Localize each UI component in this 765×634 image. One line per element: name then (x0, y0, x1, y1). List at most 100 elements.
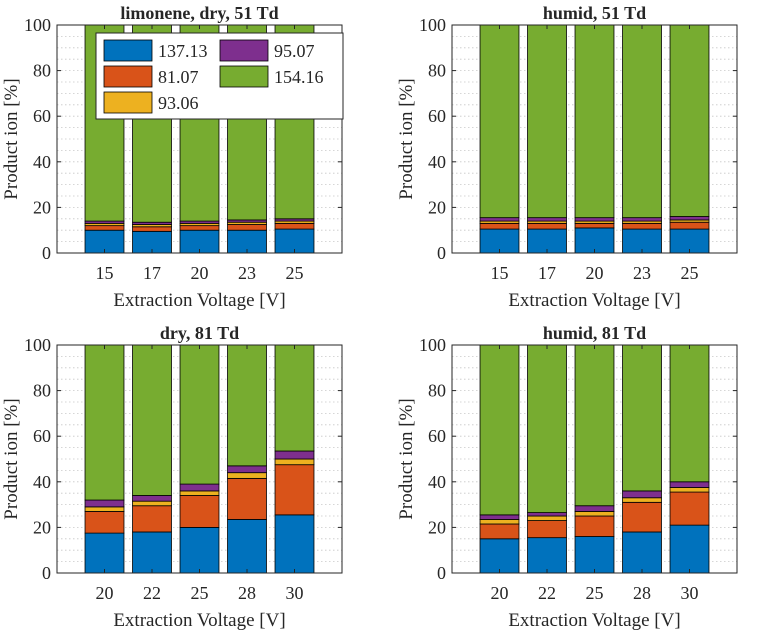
bars (84, 344, 315, 574)
legend-label: 154.16 (274, 67, 324, 87)
bar-segment-137-13 (527, 537, 567, 574)
bar-segment-81-07 (527, 520, 567, 539)
bar-segment-95-07 (479, 514, 520, 520)
bar-segment-93-06 (479, 519, 520, 525)
y-axis: 0 20 40 60 80 100 (419, 335, 737, 583)
legend-label: 137.13 (158, 41, 208, 61)
bar-segment-137-13 (622, 531, 662, 574)
y-tick-label: 80 (428, 381, 446, 401)
bars (479, 344, 710, 574)
bar-segment-95-07 (132, 495, 172, 502)
legend-entry: 81.07 (103, 65, 199, 88)
y-axis-label: Product ion [%] (1, 78, 22, 199)
x-tick-label: 25 (286, 263, 304, 283)
chart-title: humid, 51 Td (543, 3, 646, 23)
y-axis-label: Product ion [%] (396, 398, 417, 519)
bar-segment-81-07 (669, 491, 710, 526)
chart-panel-3: 0 20 40 60 80 100 20 22 25 28 30 dry, 81 Td Extracti… (1, 323, 343, 631)
y-axis: 0 20 40 60 80 100 (24, 335, 342, 583)
x-axis: 15 17 20 23 25 (96, 25, 304, 283)
bar-segment-95-07 (669, 481, 710, 488)
y-tick-label: 100 (24, 335, 51, 355)
bar-segment-95-07 (527, 217, 567, 222)
bar-segment-93-06 (132, 500, 172, 507)
bar-segment-93-06 (274, 458, 315, 466)
x-axis-label: Extraction Voltage [V] (508, 610, 680, 631)
y-tick-label: 20 (428, 197, 446, 217)
bar-segment-154-16 (227, 344, 267, 467)
bar-segment-137-13 (479, 538, 520, 574)
bar-segment-154-16 (84, 344, 125, 501)
y-tick-label: 60 (33, 106, 51, 126)
x-axis: 20 22 25 28 30 (491, 345, 699, 603)
chart-title: limonene, dry, 51 Td (120, 3, 278, 23)
x-tick-label: 25 (681, 263, 699, 283)
legend: 137.13 95.07 81.07 154.16 93.06 (95, 32, 344, 120)
bar-segment-81-07 (574, 515, 615, 537)
y-tick-label: 40 (428, 152, 446, 172)
y-tick-label: 100 (419, 15, 446, 35)
bar-segment-95-07 (274, 450, 315, 460)
x-tick-label: 22 (143, 583, 161, 603)
x-tick-label: 22 (538, 583, 556, 603)
bar-segment-154-16 (669, 24, 710, 217)
x-tick-label: 17 (538, 263, 556, 283)
bars (479, 24, 710, 254)
bar-segment-137-13 (132, 531, 172, 574)
x-axis: 20 22 25 28 30 (96, 345, 304, 603)
bar-segment-137-13 (274, 514, 315, 574)
x-axis: 15 17 20 23 25 (491, 25, 699, 283)
bar-segment-93-06 (527, 515, 567, 521)
bar-segment-95-07 (179, 483, 220, 492)
y-tick-label: 80 (33, 61, 51, 81)
bar-segment-137-13 (574, 227, 615, 254)
bar-segment-154-16 (574, 24, 615, 219)
y-tick-label: 40 (33, 472, 51, 492)
bar-segment-154-16 (622, 344, 662, 492)
bar-segment-81-07 (227, 224, 267, 231)
bar-segment-137-13 (84, 532, 125, 574)
bar-segment-154-16 (479, 24, 520, 219)
bar-segment-81-07 (227, 477, 267, 520)
bar-segment-154-16 (622, 24, 662, 219)
y-tick-label: 0 (437, 563, 446, 583)
x-tick-label: 20 (191, 263, 209, 283)
y-tick-label: 100 (24, 15, 51, 35)
y-tick-label: 0 (42, 243, 51, 263)
legend-swatch (103, 65, 153, 88)
bar-segment-93-06 (622, 497, 662, 503)
bar-segment-93-06 (669, 487, 710, 493)
x-tick-label: 23 (633, 263, 651, 283)
bar-segment-93-06 (227, 472, 267, 479)
bar-segment-154-16 (527, 344, 567, 513)
bar-segment-81-07 (622, 501, 662, 533)
bar-segment-93-06 (84, 506, 125, 512)
x-tick-label: 25 (586, 583, 604, 603)
legend-label: 95.07 (274, 41, 315, 61)
bar-segment-154-16 (132, 344, 172, 496)
y-tick-label: 20 (33, 197, 51, 217)
x-tick-label: 25 (191, 583, 209, 603)
x-tick-label: 20 (586, 263, 604, 283)
legend-label: 81.07 (158, 67, 199, 87)
bar-segment-81-07 (479, 523, 520, 540)
bar-segment-137-13 (179, 527, 220, 574)
bar-segment-81-07 (179, 495, 220, 528)
bar-segment-81-07 (527, 222, 567, 230)
x-axis-label: Extraction Voltage [V] (113, 610, 285, 631)
y-axis-label: Product ion [%] (1, 398, 22, 519)
bar-segment-95-07 (574, 505, 615, 512)
x-tick-label: 20 (491, 583, 509, 603)
bars (84, 24, 315, 254)
legend-swatch (219, 39, 269, 62)
y-tick-label: 60 (33, 426, 51, 446)
chart-panel-4: 0 20 40 60 80 100 20 22 25 28 30 humid, 81 Td Extrac… (396, 323, 738, 631)
x-tick-label: 28 (633, 583, 651, 603)
bar-segment-95-07 (622, 217, 662, 222)
y-axis: 0 20 40 60 80 100 (419, 15, 737, 263)
x-axis-label: Extraction Voltage [V] (113, 290, 285, 311)
bar-segment-93-06 (574, 511, 615, 517)
bar-segment-81-07 (179, 225, 220, 231)
bar-segment-81-07 (669, 221, 710, 230)
